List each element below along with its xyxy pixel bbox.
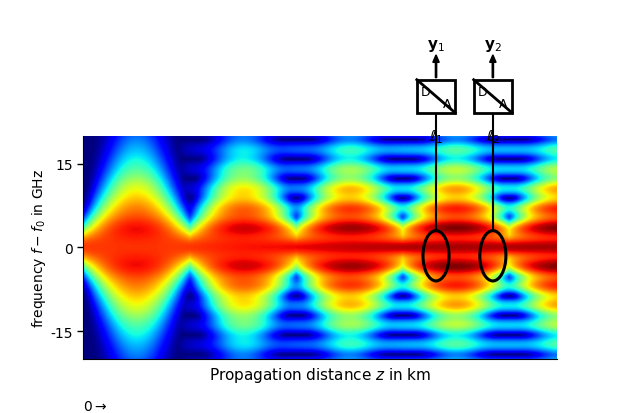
Text: A: A [442, 98, 451, 111]
Text: $\mathbf{y}_1$: $\mathbf{y}_1$ [427, 38, 445, 54]
X-axis label: Propagation distance $z$ in km: Propagation distance $z$ in km [209, 365, 431, 384]
Text: $\ell_2$: $\ell_2$ [486, 128, 500, 146]
Text: D: D [477, 85, 487, 99]
Text: $0{\rightarrow}$: $0{\rightarrow}$ [83, 399, 108, 413]
Text: D: D [420, 85, 430, 99]
Text: $\ell_1$: $\ell_1$ [429, 128, 443, 146]
Text: $\mathbf{y}_2$: $\mathbf{y}_2$ [484, 38, 502, 54]
Text: A: A [499, 98, 508, 111]
Y-axis label: frequency $f - f_0$ in GHz: frequency $f - f_0$ in GHz [29, 169, 47, 327]
